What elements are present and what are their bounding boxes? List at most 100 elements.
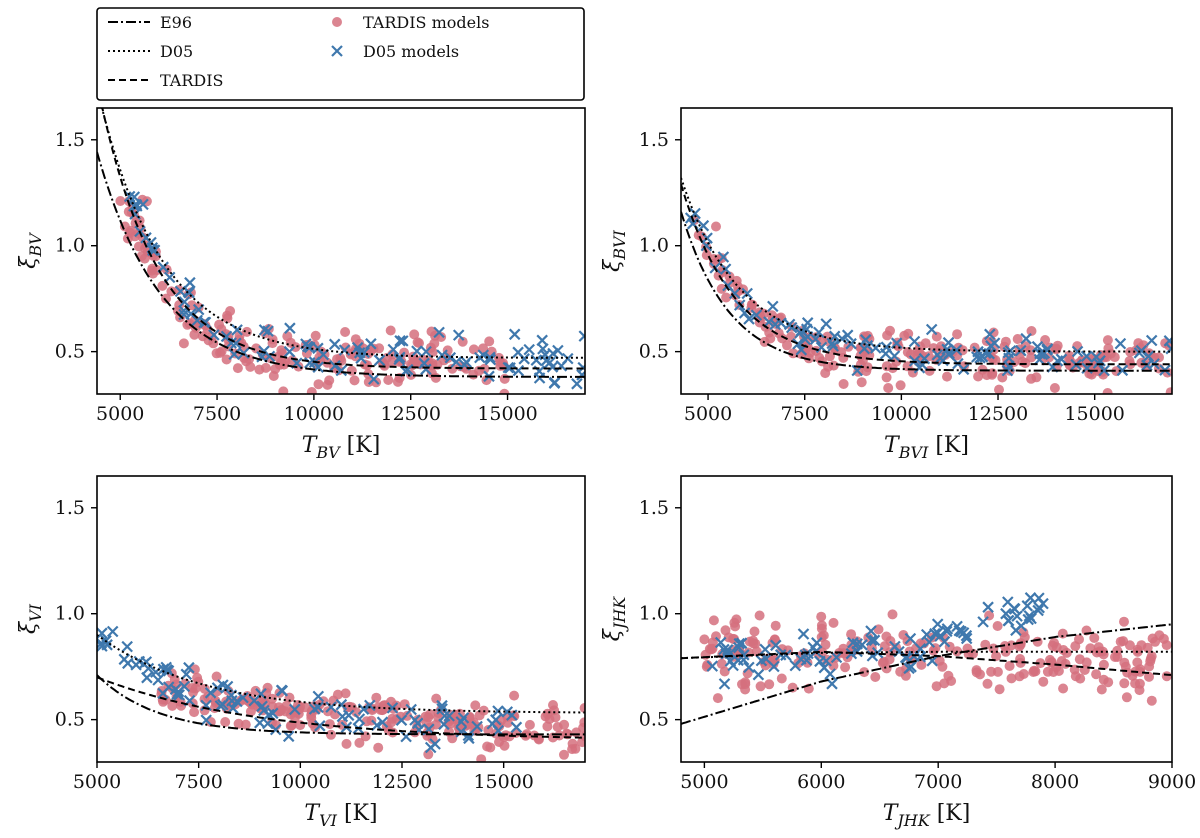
y-axis-label-bv: ξBV [16,232,45,269]
d05-model-point [267,707,279,720]
d05-model-point [386,702,399,714]
d05-model-point [982,601,994,613]
d05-model-point [438,710,451,722]
d05-model-point [420,345,432,358]
tardis-model-point [299,702,310,713]
tardis-model-point [260,362,271,373]
tardis-model-point [777,333,788,344]
curve-e96-bvi [681,211,1172,372]
d05-model-point [178,308,190,321]
y-tick-label-bvi: 1.0 [639,235,669,257]
tardis-model-point [870,672,881,682]
legend-label-tardis: TARDIS [160,71,224,90]
d05-model-point [714,636,727,649]
d05-model-point [508,328,521,341]
tardis-model-point [1038,676,1049,687]
tardis-model-point [251,343,262,354]
tardis-model-point [430,372,441,383]
d05-model-point [697,219,710,232]
tardis-model-point [499,373,510,384]
tardis-model-point [548,700,558,710]
d05-model-point [931,618,944,630]
d05-model-point [718,643,730,656]
tardis-model-point [220,717,231,727]
tardis-model-point [350,334,361,345]
tardis-model-point [468,344,479,355]
d05-model-point [477,349,490,361]
d05-model-point [903,662,915,675]
tardis-model-point [840,662,851,673]
tardis-model-point [1060,658,1071,669]
d05-model-point [395,714,408,726]
tardis-model-point [905,349,916,360]
d05-model-point [355,352,367,364]
d05-model-point [828,330,841,343]
tardis-model-point [782,340,792,351]
tardis-model-point [245,361,256,372]
d05-model-point [718,678,731,690]
tardis-model-point [392,376,403,387]
y-tick-label-bv: 1.5 [55,129,85,151]
tardis-model-point [499,740,510,751]
d05-model-point [161,664,173,676]
d05-model-point [312,690,325,703]
d05-model-point [227,702,239,714]
d05-model-point [929,627,941,640]
d05-model-point [269,723,282,736]
d05-model-point [913,362,926,374]
x-tick-label-bvi: 7500 [781,403,829,425]
tardis-model-point [1052,340,1063,351]
d05-model-point [137,198,149,211]
tardis-model-point [1133,338,1144,349]
axes-frame-vi [96,475,586,763]
tardis-model-point [1047,640,1058,651]
tardis-model-point [1102,388,1113,394]
tardis-model-point [189,329,200,340]
tardis-model-point [524,719,535,730]
d05-model-point [238,347,250,359]
tardis-model-point [409,355,420,365]
tardis-model-point [968,648,978,659]
d05-model-point [221,680,234,693]
d05-model-point [484,353,497,366]
d05-model-point [820,655,832,667]
y-tick-label-bvi: 0.5 [639,341,669,363]
d05-model-point [727,659,739,672]
tardis-model-point [846,629,857,640]
d05-model-point [258,345,270,357]
d05-model-point [512,364,525,377]
d05-model-point [783,318,796,331]
d05-model-point [364,699,376,712]
tardis-model-point [764,327,775,338]
x-tick-label-vi: 5000 [73,771,121,793]
tardis-model-point [861,366,872,377]
d05-model-point [289,703,301,716]
tardis-model-point [982,678,993,689]
tardis-model-point [729,617,740,628]
panel-vi: 5000 7500 10000 12500 15000 0.5 1.0 1.5 TVI [K] ξ… [16,475,586,830]
legend-label-e96: E96 [160,13,192,32]
tardis-model-point [373,742,384,753]
d05-model-point [256,700,268,713]
x-tick-label-bv: 12500 [380,403,440,425]
y-tick-label-vi: 1.0 [55,603,85,625]
tardis-model-point [1165,387,1172,394]
tardis-model-point [770,620,781,631]
d05-model-point [308,703,321,715]
tardis-model-point [349,375,360,386]
panel-bv: 5000 7500 10000 12500 15000 0.5 1.0 1.5 TBV [K] ξ… [16,107,586,462]
tardis-model-point [199,683,210,694]
d05-model-point [908,335,921,348]
d05-model-point [1033,353,1046,366]
tardis-model-point [999,341,1010,352]
d05-model-point [424,741,437,754]
tardis-model-point [276,704,287,715]
tardis-model-point [923,351,934,362]
d05-model-point [1031,340,1044,353]
tardis-model-point [340,327,351,337]
tardis-model-point [1089,633,1100,643]
y-axis-label-jhk: ξJHK [600,596,629,641]
d05-model-point [888,350,901,362]
x-tick-label-vi: 7500 [174,771,222,793]
tardis-model-point [542,708,553,719]
